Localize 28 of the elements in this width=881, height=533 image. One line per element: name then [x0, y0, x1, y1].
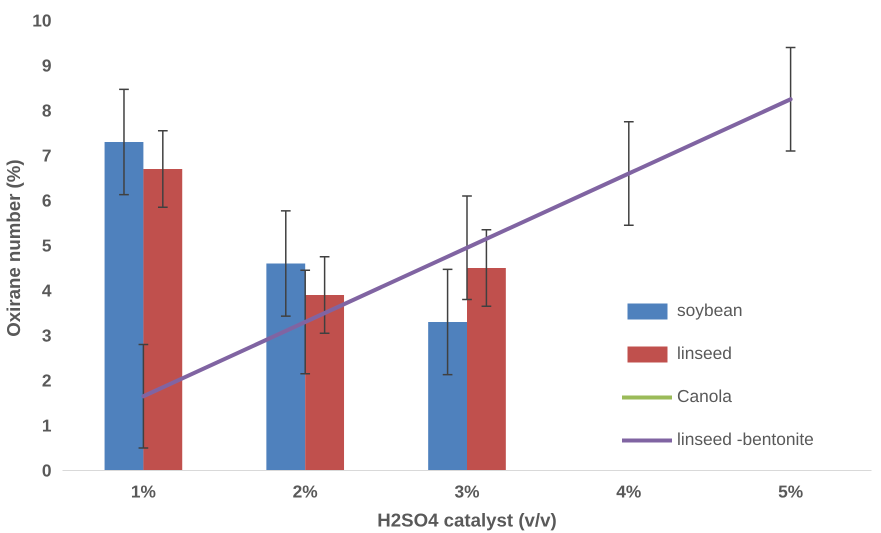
legend-label: soybean — [677, 300, 743, 321]
y-tick-label: 8 — [42, 100, 52, 120]
y-tick-label: 2 — [42, 370, 52, 390]
y-tick-label: 3 — [42, 326, 52, 346]
y-tick-label: 4 — [42, 280, 52, 300]
legend-label: linseed -bentonite — [677, 429, 814, 450]
y-tick-label: 0 — [42, 460, 52, 480]
x-tick-label: 1% — [130, 482, 156, 502]
bar — [104, 142, 144, 470]
y-tick-label: 1 — [42, 416, 52, 436]
legend-label: Canola — [677, 386, 732, 407]
bar — [143, 169, 182, 470]
legend-label: linseed — [677, 343, 732, 364]
x-tick-label: 4% — [616, 482, 642, 502]
x-tick-label: 5% — [778, 482, 804, 502]
x-axis-title: H2SO4 catalyst (v/v) — [377, 510, 557, 530]
x-tick-label: 2% — [292, 482, 318, 502]
y-tick-label: 6 — [42, 190, 52, 210]
y-tick-label: 7 — [42, 146, 52, 166]
bar — [305, 295, 344, 470]
y-tick-label: 9 — [42, 56, 52, 76]
bar — [467, 268, 506, 470]
y-axis-title: Oxirane number (%) — [3, 159, 24, 337]
bar — [266, 264, 306, 470]
x-tick-label: 3% — [454, 482, 480, 502]
y-tick-label: 10 — [32, 10, 52, 30]
bar — [428, 322, 467, 470]
y-tick-label: 5 — [42, 236, 52, 256]
